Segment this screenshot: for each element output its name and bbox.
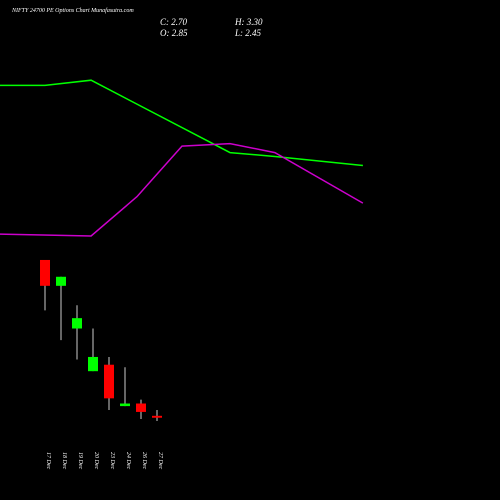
indicator-line	[0, 142, 364, 237]
x-tick-label: 27 Dec	[157, 452, 163, 469]
x-tick-label: 23 Dec	[109, 452, 115, 469]
open-label: O: 2.85	[160, 28, 188, 38]
x-tick-label: 17 Dec	[45, 452, 51, 469]
candle-body	[88, 356, 98, 372]
chart-title: NIFTY 24700 PE Options Chart Munafasutra…	[11, 7, 134, 14]
candle-body	[152, 415, 162, 418]
candle-body	[72, 318, 82, 329]
candle-body	[120, 403, 130, 407]
x-tick-label: 26 Dec	[141, 452, 147, 469]
close-label: C: 2.70	[160, 17, 188, 27]
indicator-line	[0, 79, 363, 167]
candle-body	[56, 276, 66, 286]
x-tick-label: 19 Dec	[77, 452, 83, 469]
candle-body	[104, 364, 114, 399]
x-tick-label: 24 Dec	[125, 452, 132, 469]
low-label: L: 2.45	[234, 28, 262, 38]
candle-body	[40, 259, 50, 286]
x-tick-label: 18 Dec	[61, 452, 67, 469]
high-label: H: 3.30	[234, 17, 263, 27]
x-tick-label: 20 Dec	[93, 452, 99, 469]
candle-body	[136, 403, 146, 412]
